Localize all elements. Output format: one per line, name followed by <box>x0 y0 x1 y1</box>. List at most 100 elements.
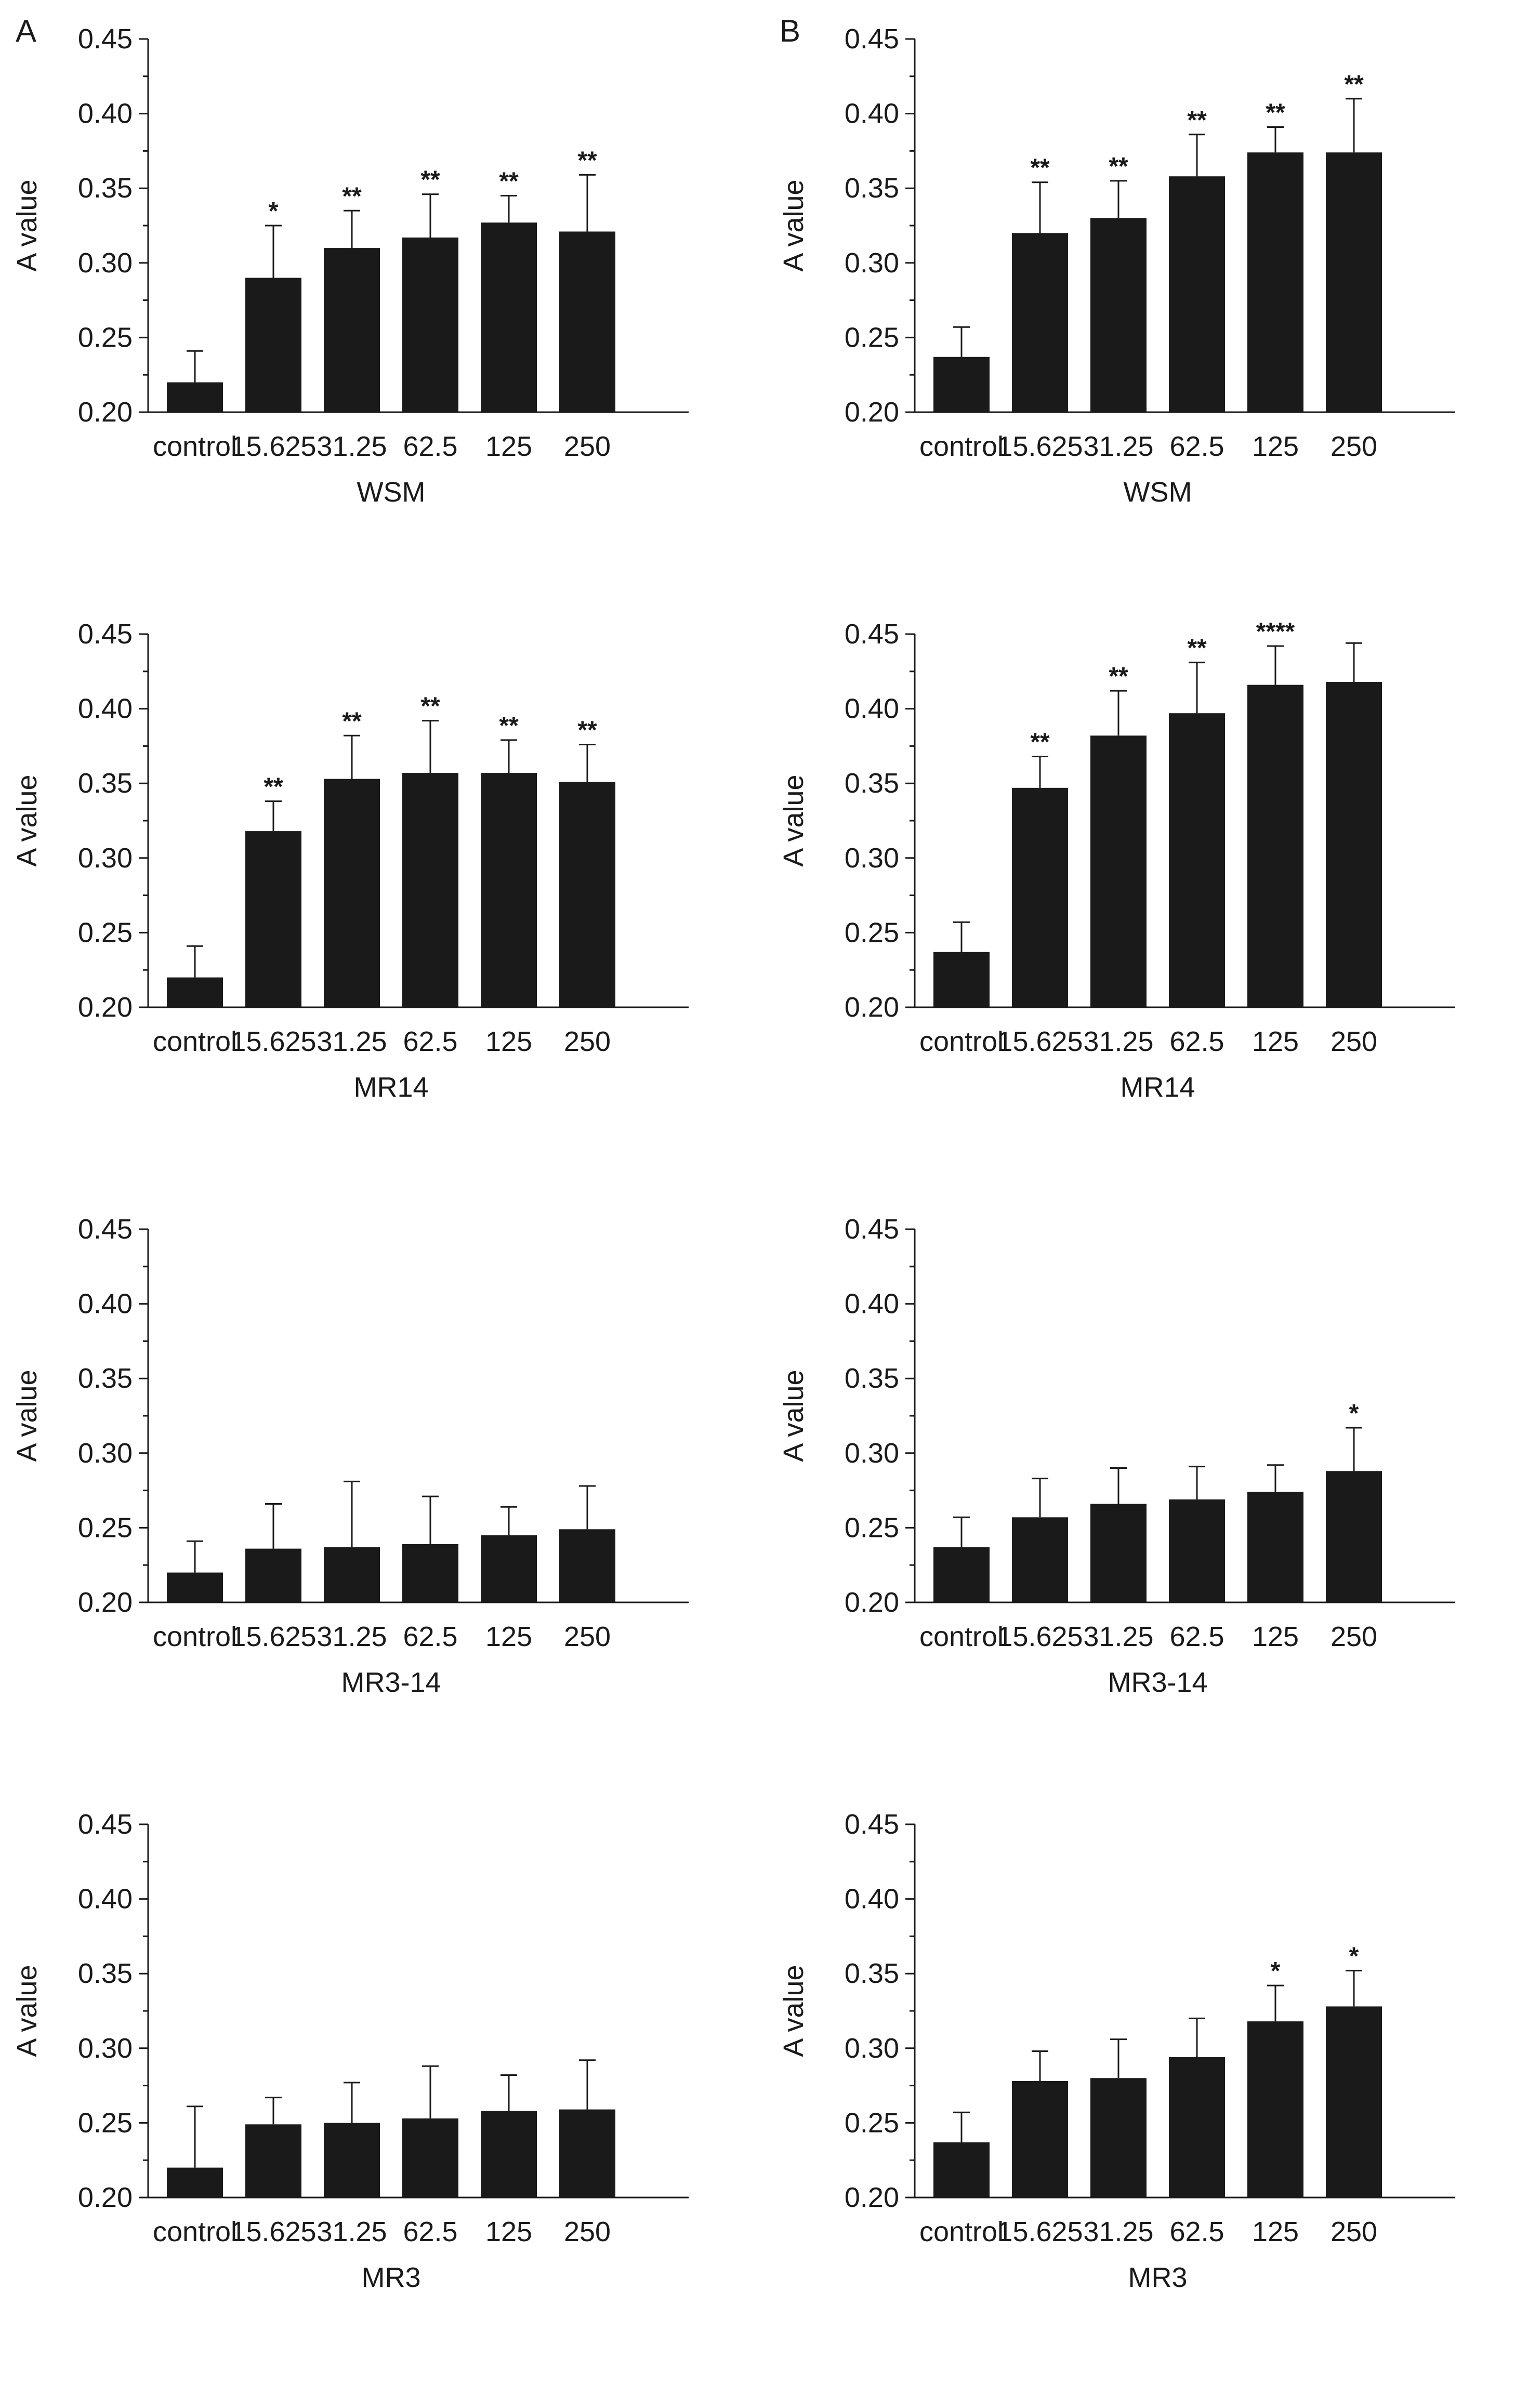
bar-15.625 <box>245 278 301 412</box>
y-tick-label: 0.40 <box>845 1288 899 1320</box>
y-tick-label: 0.20 <box>845 397 899 428</box>
x-tick-label: 250 <box>1331 1026 1377 1057</box>
significance-marker: ** <box>420 693 440 720</box>
y-tick-label: 0.45 <box>845 23 899 55</box>
significance-marker: ** <box>264 773 283 801</box>
bar-31.25 <box>324 248 380 412</box>
x-tick-label: 250 <box>564 2216 611 2247</box>
x-tick-label: 31.25 <box>317 431 387 462</box>
chart-b-mr3: 0.20 0.25 0.30 0.35 0.40 0.45 A value control15… <box>778 1809 1455 2293</box>
bar-control <box>933 1547 990 1602</box>
y-tick-label: 0.40 <box>78 1884 133 1915</box>
bar-250 <box>1326 2006 1382 2198</box>
y-tick-label: 0.20 <box>78 397 133 428</box>
y-tick-label: 0.45 <box>78 1214 133 1245</box>
significance-marker: ** <box>1187 635 1207 662</box>
x-tick-label: 15.625 <box>230 431 316 462</box>
panel-label-a: A <box>16 14 36 48</box>
x-tick-label: 62.5 <box>1169 1026 1224 1057</box>
y-tick-label: 0.45 <box>845 1214 899 1245</box>
y-tick-label: 0.45 <box>78 23 133 55</box>
bar-125 <box>1247 1492 1303 1602</box>
bar-control <box>933 357 990 412</box>
x-axis-label: MR14 <box>353 1072 428 1103</box>
y-tick-label: 0.30 <box>78 247 133 279</box>
bar-250 <box>559 782 615 1007</box>
x-tick-label: 250 <box>564 1621 611 1652</box>
bar-62.5 <box>402 773 458 1007</box>
bar-250 <box>559 2109 615 2198</box>
x-tick-label: 31.25 <box>1083 1621 1153 1652</box>
x-tick-label: control <box>919 431 1004 462</box>
y-tick-label: 0.35 <box>78 768 133 799</box>
x-tick-label: 250 <box>1331 2216 1377 2247</box>
significance-marker: * <box>1349 1400 1359 1427</box>
y-tick-label: 0.45 <box>845 619 899 650</box>
y-tick-label: 0.25 <box>845 322 899 353</box>
y-tick-label: 0.30 <box>845 247 899 279</box>
x-axis-label: MR3 <box>361 2262 420 2293</box>
bar-125 <box>1247 2021 1303 2198</box>
bar-31.25 <box>1090 218 1147 412</box>
x-tick-label: 125 <box>1252 431 1299 462</box>
y-tick-label: 0.40 <box>845 98 899 129</box>
bar-250 <box>1326 1471 1382 1602</box>
x-tick-label: 31.25 <box>317 1026 387 1057</box>
y-tick-label: 0.20 <box>845 992 899 1023</box>
x-axis-label: WSM <box>357 477 426 508</box>
bar-125 <box>481 222 537 412</box>
significance-marker: ** <box>577 147 597 174</box>
x-axis-label: MR3 <box>1128 2262 1187 2293</box>
bar-31.25 <box>324 1547 380 1602</box>
x-tick-label: 62.5 <box>403 431 457 462</box>
y-tick-label: 0.20 <box>78 2182 133 2213</box>
y-tick-label: 0.35 <box>78 1958 133 1989</box>
y-tick-label: 0.40 <box>78 98 133 129</box>
significance-marker: ** <box>420 166 440 194</box>
y-tick-label: 0.40 <box>78 693 133 725</box>
x-tick-label: 125 <box>1252 2216 1299 2247</box>
y-tick-label: 0.30 <box>78 2033 133 2064</box>
significance-marker: * <box>269 198 279 225</box>
x-tick-label: control <box>153 2216 237 2247</box>
x-axis-label: WSM <box>1124 477 1192 508</box>
x-tick-label: 62.5 <box>1169 1621 1224 1652</box>
bar-15.625 <box>245 1548 301 1602</box>
x-tick-label: 15.625 <box>230 2216 316 2247</box>
x-tick-label: 62.5 <box>403 1621 457 1652</box>
y-tick-label: 0.20 <box>845 2182 899 2213</box>
y-axis-label: A value <box>778 774 809 866</box>
bar-125 <box>481 1535 537 1602</box>
chart-b-mr3-14: 0.20 0.25 0.30 0.35 0.40 0.45 A value control15… <box>778 1214 1455 1698</box>
y-tick-label: 0.25 <box>78 1512 133 1543</box>
x-tick-label: 15.625 <box>997 1621 1083 1652</box>
y-tick-label: 0.40 <box>78 1288 133 1320</box>
bar-15.625 <box>1012 2081 1068 2198</box>
bar-250 <box>559 1529 615 1602</box>
y-tick-label: 0.30 <box>845 1438 899 1469</box>
bar-31.25 <box>324 779 380 1007</box>
bar-15.625 <box>1012 233 1068 412</box>
y-tick-label: 0.35 <box>78 173 133 204</box>
significance-marker: ** <box>499 712 519 740</box>
x-tick-label: 15.625 <box>997 431 1083 462</box>
chart-b-mr14: 0.20 0.25 0.30 0.35 0.40 0.45 A value control **… <box>778 618 1455 1103</box>
x-axis-label: MR3-14 <box>341 1667 441 1698</box>
x-tick-label: 62.5 <box>403 1026 457 1057</box>
x-tick-label: 15.625 <box>230 1026 316 1057</box>
x-tick-label: 62.5 <box>1169 2216 1224 2247</box>
y-axis-label: A value <box>11 179 43 271</box>
y-tick-label: 0.35 <box>78 1363 133 1394</box>
y-tick-label: 0.20 <box>845 1587 899 1618</box>
x-tick-label: 125 <box>485 1026 532 1057</box>
bar-125 <box>481 2111 537 2198</box>
bar-15.625 <box>1012 787 1068 1007</box>
bar-125 <box>1247 152 1303 412</box>
x-tick-label: 15.625 <box>230 1621 316 1652</box>
bar-control <box>167 382 223 412</box>
bar-31.25 <box>1090 1504 1147 1602</box>
y-tick-label: 0.35 <box>845 1363 899 1394</box>
y-tick-label: 0.25 <box>78 322 133 353</box>
bar-control <box>167 977 223 1007</box>
significance-marker: ** <box>1344 71 1364 98</box>
